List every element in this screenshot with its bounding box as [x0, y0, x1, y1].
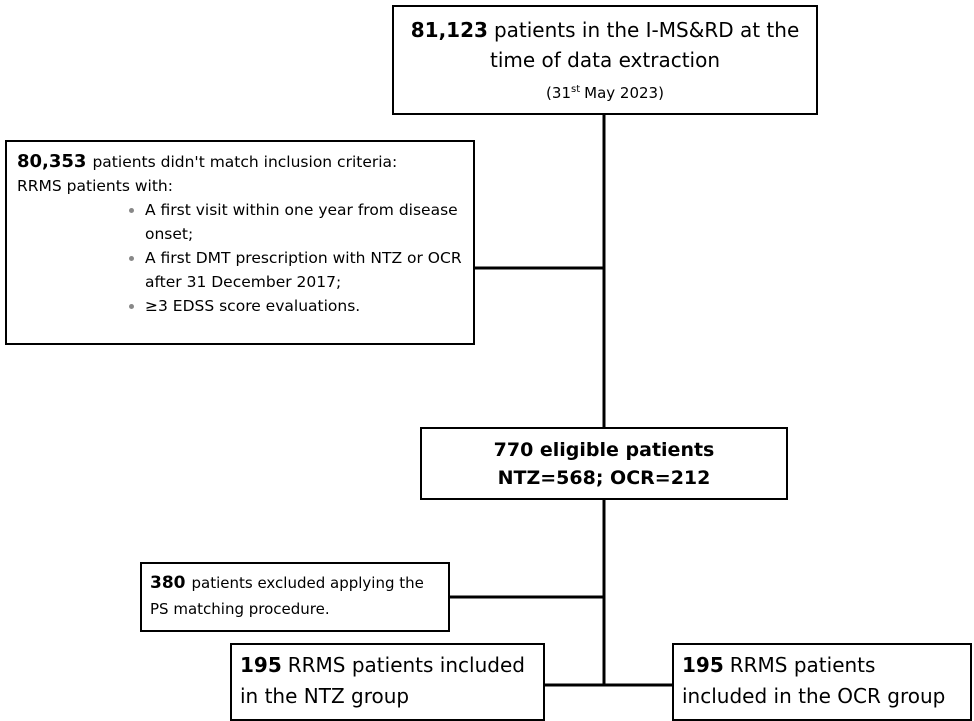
count: 81,123 [410, 18, 488, 42]
count: 195 [240, 653, 282, 677]
count: 80,353 [17, 151, 87, 172]
excluded-box: 380 patients excluded applying the PS mat… [140, 562, 450, 632]
count: 195 [682, 653, 724, 677]
criterion: A first visit within one year from disea… [145, 198, 463, 246]
criterion: A first DMT prescription with NTZ or OCR… [145, 246, 463, 294]
ntz-box: 195 RRMS patients included in the NTZ gro… [230, 643, 545, 721]
description: RRMS patients included in the NTZ group [240, 653, 525, 708]
description: RRMS patients included in the OCR group [682, 653, 946, 708]
date-part: (31 [546, 84, 571, 102]
date-sup: st [571, 84, 581, 95]
date: (31st May 2023) [394, 75, 816, 108]
criteria-list: A first visit within one year from disea… [17, 198, 463, 318]
description: patients in the I-MS&RD at the time of d… [490, 18, 800, 72]
eligible-box: 770 eligible patients NTZ=568; OCR=212 [420, 427, 788, 500]
ocr-box: 195 RRMS patients included in the OCR gro… [672, 643, 972, 721]
group-split: NTZ=568; OCR=212 [497, 467, 711, 489]
criterion: ≥3 EDSS score evaluations. [145, 294, 463, 318]
date-part: May 2023) [584, 84, 664, 102]
count: 380 [150, 573, 186, 593]
source-box: 81,123 patients in the I-MS&RD at the tim… [392, 5, 818, 115]
description: patients excluded applying the PS matchi… [150, 574, 424, 618]
description: patients didn't match inclusion criteria… [92, 153, 398, 171]
eligible-count: 770 eligible patients [493, 439, 715, 461]
criteria-box: 80,353 patients didn't match inclusion cr… [5, 140, 475, 345]
subtitle: RRMS patients with: [17, 177, 173, 195]
